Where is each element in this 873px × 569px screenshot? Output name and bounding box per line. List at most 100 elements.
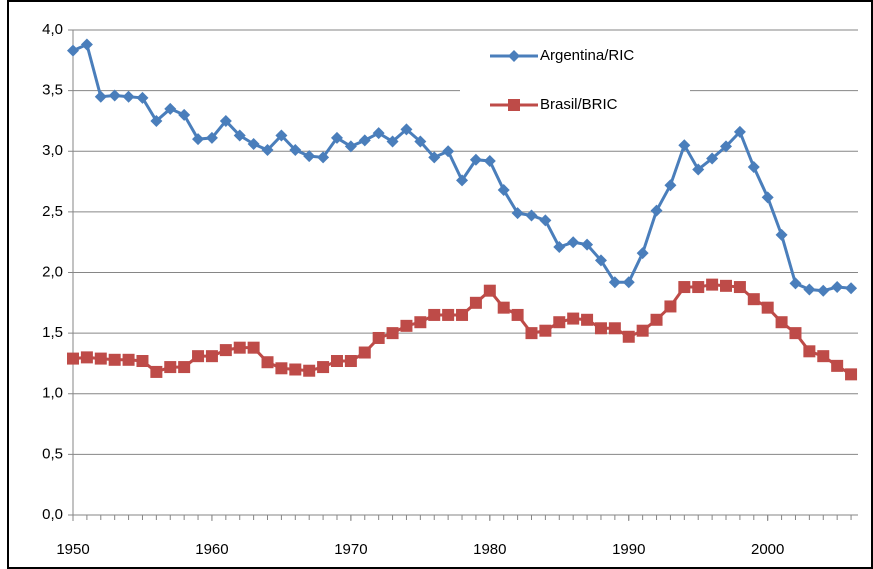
marker <box>233 341 246 354</box>
marker <box>803 283 816 296</box>
x-tick-label: 2000 <box>751 541 784 558</box>
marker <box>219 114 232 127</box>
marker <box>650 313 663 326</box>
legend-label: Brasil/BRIC <box>540 96 618 113</box>
marker <box>164 361 177 374</box>
marker <box>330 131 343 144</box>
marker <box>303 364 316 377</box>
marker <box>150 365 163 378</box>
marker <box>594 254 607 267</box>
marker <box>664 300 677 313</box>
marker <box>483 154 496 167</box>
marker <box>594 322 607 335</box>
marker <box>803 345 816 358</box>
marker <box>344 140 357 153</box>
marker <box>608 276 621 289</box>
marker <box>442 145 455 158</box>
x-tick-label: 1970 <box>334 541 367 558</box>
marker <box>497 301 510 314</box>
marker <box>205 131 218 144</box>
marker <box>80 351 93 364</box>
marker <box>67 44 79 57</box>
marker <box>567 236 580 249</box>
marker <box>706 152 719 165</box>
marker <box>192 350 205 363</box>
marker <box>831 359 844 372</box>
marker <box>678 139 691 152</box>
y-tick-label: 1,0 <box>42 385 63 402</box>
legend-label: Argentina/RIC <box>540 47 634 64</box>
marker <box>122 90 135 103</box>
marker <box>428 308 441 321</box>
marker <box>400 319 413 332</box>
marker <box>192 133 205 146</box>
marker <box>344 355 357 368</box>
marker <box>581 313 594 326</box>
marker <box>747 161 760 174</box>
marker <box>289 363 302 376</box>
marker <box>80 38 93 51</box>
marker <box>178 361 191 374</box>
marker <box>469 153 482 166</box>
marker <box>692 163 705 176</box>
marker <box>733 281 746 294</box>
marker <box>289 144 302 157</box>
marker <box>775 316 788 329</box>
marker <box>275 129 288 142</box>
marker <box>178 108 191 121</box>
marker <box>636 247 649 260</box>
marker <box>733 125 746 138</box>
y-tick-label: 3,5 <box>42 82 63 99</box>
marker <box>817 284 830 297</box>
marker <box>845 368 858 381</box>
x-tick-label: 1990 <box>612 541 645 558</box>
marker <box>330 355 343 368</box>
marker <box>136 91 149 104</box>
marker <box>261 356 274 369</box>
marker <box>845 282 858 295</box>
marker <box>761 301 774 314</box>
marker <box>497 184 510 197</box>
y-tick-label: 2,5 <box>42 203 63 220</box>
marker <box>608 322 621 335</box>
marker <box>205 350 218 363</box>
marker <box>386 135 399 148</box>
marker <box>720 279 733 292</box>
marker <box>219 344 232 357</box>
marker <box>525 209 538 222</box>
marker <box>636 324 649 337</box>
y-tick-label: 0,5 <box>42 445 63 462</box>
marker <box>67 352 79 365</box>
marker <box>386 327 399 340</box>
marker <box>692 281 705 294</box>
marker <box>789 277 802 290</box>
marker <box>469 296 482 309</box>
marker <box>247 137 260 150</box>
marker <box>664 179 677 192</box>
marker <box>94 90 107 103</box>
marker <box>511 207 524 220</box>
marker <box>317 361 330 374</box>
marker <box>358 346 371 359</box>
y-tick-label: 0,0 <box>42 506 63 523</box>
marker <box>581 238 594 251</box>
marker <box>567 312 580 325</box>
marker <box>303 150 316 163</box>
marker <box>747 293 760 306</box>
marker <box>122 353 135 366</box>
marker <box>108 353 121 366</box>
marker <box>108 89 121 102</box>
marker <box>539 214 552 227</box>
marker <box>317 151 330 164</box>
marker <box>358 134 371 147</box>
marker <box>761 191 774 204</box>
marker <box>483 284 496 297</box>
y-tick-label: 2,0 <box>42 263 63 280</box>
marker <box>233 129 246 142</box>
marker <box>247 341 260 354</box>
marker <box>622 276 635 289</box>
x-tick-label: 1950 <box>56 541 89 558</box>
x-tick-label: 1960 <box>195 541 228 558</box>
marker <box>456 174 469 187</box>
